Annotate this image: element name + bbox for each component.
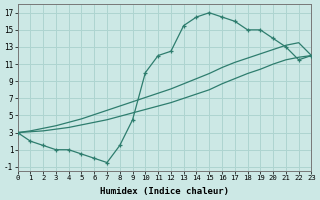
X-axis label: Humidex (Indice chaleur): Humidex (Indice chaleur): [100, 187, 229, 196]
